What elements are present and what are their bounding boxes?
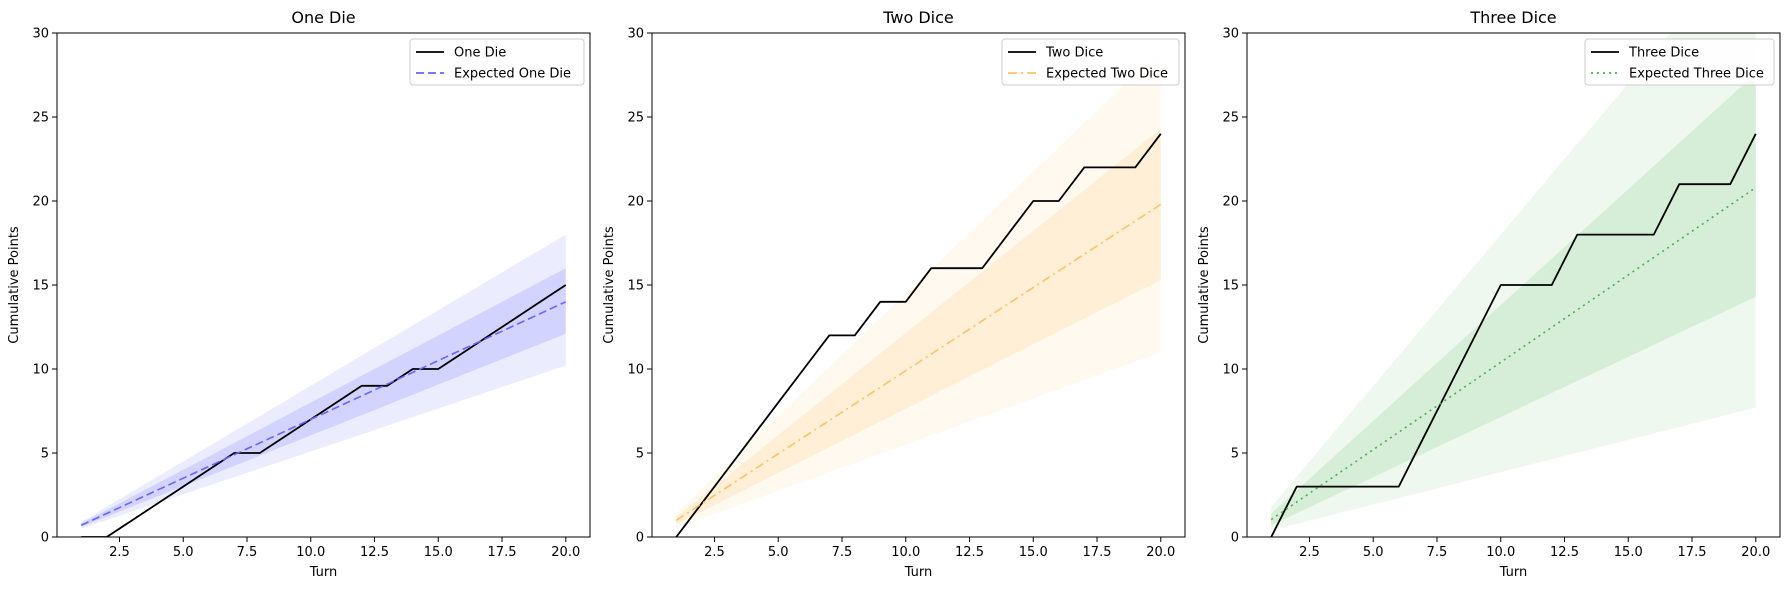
y-tick-label: 30 xyxy=(1222,27,1239,42)
legend-label: Expected Two Dice xyxy=(1046,67,1168,82)
expected-points-line xyxy=(80,301,567,526)
y-tick-label: 0 xyxy=(1231,531,1239,546)
x-tick-label: 17.5 xyxy=(1083,545,1112,560)
legend: One Die Expected One Die xyxy=(409,38,585,86)
y-tick-label: 30 xyxy=(627,27,644,42)
y-tick-label: 0 xyxy=(41,531,49,546)
x-tick-label: 7.5 xyxy=(1427,545,1448,560)
x-tick-label: 12.5 xyxy=(1550,545,1579,560)
plot-area xyxy=(675,49,1162,537)
x-tick-label: 17.5 xyxy=(1678,545,1707,560)
x-tick-label: 7.5 xyxy=(832,545,853,560)
x-tick-label: 15.0 xyxy=(424,545,453,560)
confidence-band-1 xyxy=(1271,33,1756,531)
expected-points-line xyxy=(1270,186,1757,521)
x-tick-label: 10.0 xyxy=(891,545,920,560)
chart-panel-1: 2.5 5.0 7.5 10.0 12.5 15.0 17.5 20.0 0 5 10 15 20 25 3… xyxy=(7,8,591,580)
y-tick-label: 5 xyxy=(636,447,644,462)
x-tick-label: 2.5 xyxy=(704,545,725,560)
y-tick-label: 15 xyxy=(32,279,49,294)
y-tick-label: 25 xyxy=(1222,111,1239,126)
expected-points-line xyxy=(675,203,1162,522)
y-tick-label: 30 xyxy=(32,27,49,42)
chart-panel-3: 2.5 5.0 7.5 10.0 12.5 15.0 17.5 20.0 0 5 10 15 20 25 3… xyxy=(1197,8,1781,580)
y-tick-label: 20 xyxy=(1222,195,1239,210)
chart-panel-2: 2.5 5.0 7.5 10.0 12.5 15.0 17.5 20.0 0 5 10 15 20 25 3… xyxy=(602,8,1186,580)
legend-label: Three Dice xyxy=(1628,46,1699,61)
y-tick-label: 5 xyxy=(1231,447,1239,462)
confidence-band-2 xyxy=(81,268,566,527)
chart-title: Two Dice xyxy=(882,8,954,27)
legend-label: Expected One Die xyxy=(454,67,571,82)
x-tick-label: 12.5 xyxy=(360,545,389,560)
y-axis-label: Cumulative Points xyxy=(1197,226,1212,344)
x-tick-label: 15.0 xyxy=(1019,545,1048,560)
y-tick-label: 20 xyxy=(32,195,49,210)
x-tick-label: 17.5 xyxy=(488,545,517,560)
confidence-band-2 xyxy=(1271,73,1756,526)
x-tick-label: 20.0 xyxy=(1741,545,1770,560)
plot-area xyxy=(80,234,567,537)
y-tick-label: 15 xyxy=(1222,279,1239,294)
legend-box xyxy=(1584,38,1775,86)
x-tick-label: 10.0 xyxy=(296,545,325,560)
y-tick-label: 10 xyxy=(32,363,49,378)
x-tick-label: 5.0 xyxy=(768,545,789,560)
x-tick-label: 5.0 xyxy=(1363,545,1384,560)
y-tick-label: 10 xyxy=(627,363,644,378)
legend: Three Dice Expected Three Dice xyxy=(1584,38,1775,86)
y-tick-label: 15 xyxy=(627,279,644,294)
x-axis-label: Turn xyxy=(309,565,338,580)
x-tick-label: 10.0 xyxy=(1486,545,1515,560)
y-tick-label: 0 xyxy=(636,531,644,546)
y-tick-label: 25 xyxy=(627,111,644,126)
y-tick-label: 5 xyxy=(41,447,49,462)
x-tick-label: 2.5 xyxy=(109,545,130,560)
x-tick-label: 20.0 xyxy=(1146,545,1175,560)
x-axis-label: Turn xyxy=(1499,565,1528,580)
legend-label: One Die xyxy=(454,46,506,61)
x-tick-label: 5.0 xyxy=(173,545,194,560)
y-tick-label: 10 xyxy=(1222,363,1239,378)
x-axis-label: Turn xyxy=(904,565,933,580)
y-axis-label: Cumulative Points xyxy=(602,226,617,344)
chart-title: Three Dice xyxy=(1469,8,1556,27)
plot-area xyxy=(1270,33,1757,537)
legend-box xyxy=(1001,38,1180,86)
confidence-band-1 xyxy=(676,49,1161,528)
y-tick-label: 25 xyxy=(32,111,49,126)
chart-title: One Die xyxy=(291,8,355,27)
x-tick-label: 7.5 xyxy=(237,545,258,560)
x-tick-label: 12.5 xyxy=(955,545,984,560)
legend-label: Two Dice xyxy=(1045,46,1103,61)
x-tick-label: 2.5 xyxy=(1299,545,1320,560)
actual-points-line xyxy=(1270,133,1757,537)
confidence-band-1 xyxy=(81,234,566,529)
actual-points-line xyxy=(675,133,1162,537)
legend: Two Dice Expected Two Dice xyxy=(1001,38,1180,86)
legend-box xyxy=(409,38,585,86)
legend-label: Expected Three Dice xyxy=(1629,67,1764,82)
y-tick-label: 20 xyxy=(627,195,644,210)
x-tick-label: 15.0 xyxy=(1614,545,1643,560)
confidence-band-2 xyxy=(676,128,1161,525)
x-tick-label: 20.0 xyxy=(551,545,580,560)
y-axis-label: Cumulative Points xyxy=(7,226,22,344)
